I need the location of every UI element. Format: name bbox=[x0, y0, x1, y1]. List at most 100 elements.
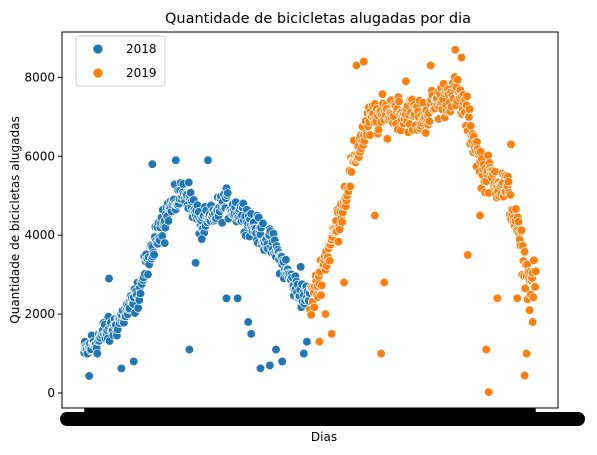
data-point-2019 bbox=[516, 225, 527, 235]
data-point-2019 bbox=[503, 177, 514, 187]
data-point-2019 bbox=[424, 116, 435, 126]
data-point-2018 bbox=[265, 360, 275, 371]
data-point-2018 bbox=[281, 255, 291, 265]
data-point-2019 bbox=[456, 52, 467, 63]
data-point-2019 bbox=[333, 237, 344, 247]
legend-marker-2018 bbox=[92, 43, 104, 55]
data-point-2019 bbox=[320, 309, 331, 319]
data-point-2019 bbox=[528, 292, 538, 302]
data-point-2019 bbox=[370, 210, 380, 221]
data-point-2019 bbox=[529, 255, 539, 265]
data-point-2019 bbox=[512, 293, 522, 303]
legend-label-2018: 2018 bbox=[126, 42, 157, 56]
data-point-2019 bbox=[506, 139, 516, 150]
data-point-2019 bbox=[351, 60, 362, 71]
y-axis-label: Quantidade de bicicletas alugadas bbox=[8, 116, 22, 323]
data-point-2019 bbox=[421, 128, 431, 138]
data-point-2019 bbox=[463, 250, 473, 260]
data-point-2018 bbox=[163, 216, 174, 226]
data-point-2018 bbox=[171, 155, 181, 165]
data-point-2019 bbox=[519, 370, 530, 381]
data-point-2019 bbox=[484, 387, 494, 397]
data-point-2018 bbox=[243, 317, 253, 327]
data-point-2018 bbox=[277, 356, 287, 367]
y-tick-label: 2000 bbox=[24, 307, 55, 321]
data-point-2019 bbox=[521, 348, 532, 359]
legend-marker-2019 bbox=[92, 67, 104, 79]
y-tick-label: 0 bbox=[47, 386, 55, 400]
data-point-2018 bbox=[135, 288, 146, 299]
data-point-2019 bbox=[519, 247, 530, 257]
data-point-2018 bbox=[296, 262, 306, 272]
data-point-2018 bbox=[203, 155, 213, 165]
data-point-2019 bbox=[466, 121, 476, 131]
data-point-2019 bbox=[365, 130, 375, 140]
data-point-2019 bbox=[464, 112, 474, 122]
data-point-2019 bbox=[346, 167, 357, 177]
data-point-2019 bbox=[382, 134, 392, 144]
legend: 2018 2019 bbox=[75, 35, 166, 87]
data-point-2019 bbox=[317, 280, 327, 290]
data-point-2019 bbox=[326, 329, 337, 339]
data-point-2019 bbox=[481, 344, 491, 355]
data-point-2019 bbox=[339, 277, 349, 288]
y-tick-label: 4000 bbox=[24, 228, 55, 242]
data-point-2019 bbox=[450, 45, 460, 55]
legend-label-2019: 2019 bbox=[126, 66, 157, 80]
data-point-2019 bbox=[377, 89, 388, 99]
data-point-2018 bbox=[190, 258, 201, 268]
data-point-2018 bbox=[299, 348, 309, 359]
y-axis: 0 2000 4000 6000 8000 bbox=[24, 70, 62, 400]
data-point-2018 bbox=[129, 356, 139, 367]
x-axis bbox=[60, 408, 585, 426]
data-point-2018 bbox=[221, 293, 232, 303]
data-point-2019 bbox=[309, 302, 319, 312]
data-point-2018 bbox=[232, 293, 243, 303]
data-point-2019 bbox=[379, 277, 389, 288]
data-point-2019 bbox=[337, 217, 347, 227]
data-point-2019 bbox=[425, 60, 436, 71]
data-point-2019 bbox=[492, 293, 503, 303]
data-point-2019 bbox=[453, 75, 463, 85]
data-point-2018 bbox=[197, 234, 207, 244]
data-point-2019 bbox=[314, 337, 324, 347]
data-point-2018 bbox=[302, 337, 312, 347]
data-point-2019 bbox=[527, 317, 538, 327]
data-point-2019 bbox=[520, 283, 530, 294]
data-point-2019 bbox=[530, 282, 540, 292]
data-point-2018 bbox=[84, 371, 94, 381]
x-tick-band bbox=[84, 408, 536, 412]
data-point-2019 bbox=[325, 256, 335, 266]
data-point-2018 bbox=[149, 250, 159, 260]
data-point-2019 bbox=[359, 56, 369, 67]
x-axis-label: Dias bbox=[311, 430, 337, 444]
data-point-2019 bbox=[376, 348, 386, 359]
data-point-2018 bbox=[92, 348, 102, 359]
data-point-2018 bbox=[255, 363, 266, 373]
y-tick-label: 6000 bbox=[24, 149, 55, 163]
data-point-2018 bbox=[104, 273, 114, 284]
data-point-2018 bbox=[116, 363, 127, 374]
y-tick-label: 8000 bbox=[24, 70, 55, 84]
data-point-2018 bbox=[223, 188, 233, 198]
data-point-2019 bbox=[524, 305, 535, 315]
chart-title: Quantidade de bicicletas alugadas por di… bbox=[165, 11, 471, 27]
data-point-2018 bbox=[133, 303, 143, 313]
data-point-2019 bbox=[483, 150, 493, 161]
data-point-2018 bbox=[184, 344, 195, 355]
data-point-2018 bbox=[246, 329, 256, 339]
data-point-2019 bbox=[401, 76, 411, 86]
data-point-2019 bbox=[394, 96, 404, 107]
data-point-2019 bbox=[505, 190, 516, 200]
data-point-2018 bbox=[143, 269, 153, 280]
points-layer bbox=[79, 45, 541, 397]
data-point-2019 bbox=[475, 210, 485, 221]
data-point-2018 bbox=[271, 344, 281, 355]
data-point-2019 bbox=[511, 204, 521, 214]
data-point-2019 bbox=[345, 181, 355, 192]
data-point-2018 bbox=[147, 159, 157, 169]
data-point-2018 bbox=[160, 238, 170, 248]
data-point-2019 bbox=[316, 290, 326, 300]
x-tick-labels-overlap bbox=[60, 412, 585, 426]
